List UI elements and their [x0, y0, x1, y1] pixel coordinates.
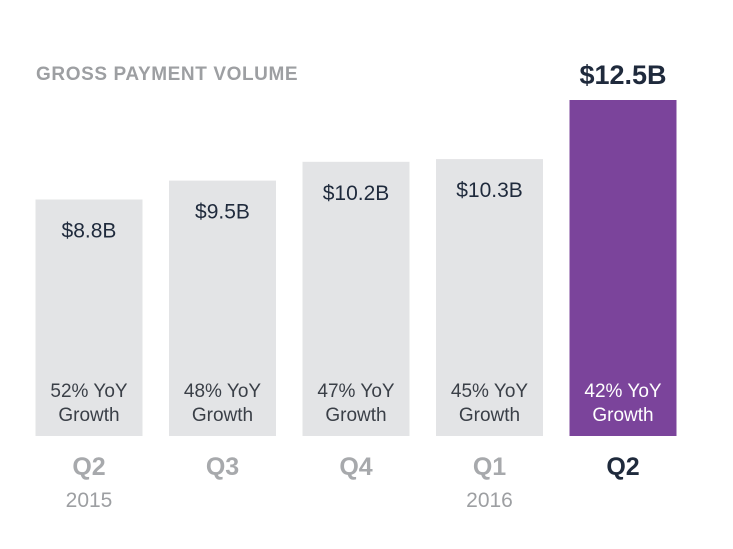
value-label-3: $10.2B — [323, 182, 390, 205]
quarter-label-5: Q2 — [606, 453, 639, 481]
value-label-1: $8.8B — [62, 220, 117, 243]
bar-1 — [35, 199, 143, 436]
growth-label-line2-3: Growth — [325, 405, 386, 426]
bar-2 — [169, 180, 276, 436]
growth-label-line1-2: 48% YoY — [184, 381, 261, 402]
chart-title: GROSS PAYMENT VOLUME — [36, 64, 298, 85]
growth-label-line2-4: Growth — [459, 405, 520, 426]
value-label-4: $10.3B — [456, 179, 523, 202]
growth-label-line1-4: 45% YoY — [451, 381, 528, 402]
growth-label-line2-1: Growth — [58, 405, 119, 426]
bar-3 — [302, 161, 410, 437]
growth-label-line1-3: 47% YoY — [317, 381, 394, 402]
growth-label-line2-2: Growth — [192, 405, 253, 426]
bar-5 — [569, 100, 677, 436]
bars-layer: $8.8B 52% YoY Growth Q2 2015 $9.5B 48% YoY Grow… — [35, 60, 677, 512]
growth-label-line1-5: 42% YoY — [584, 381, 661, 402]
quarter-label-4: Q1 — [473, 453, 506, 481]
growth-label-line1-1: 52% YoY — [50, 381, 127, 402]
value-label-2: $9.5B — [195, 201, 250, 224]
growth-label-line2-5: Growth — [592, 405, 653, 426]
year-label-4: 2016 — [466, 489, 513, 512]
quarter-label-1: Q2 — [72, 453, 105, 481]
quarter-label-2: Q3 — [206, 453, 239, 481]
quarter-label-3: Q4 — [339, 453, 372, 481]
bar-4 — [436, 159, 543, 436]
year-label-1: 2015 — [66, 489, 113, 512]
value-label-5: $12.5B — [579, 60, 666, 90]
